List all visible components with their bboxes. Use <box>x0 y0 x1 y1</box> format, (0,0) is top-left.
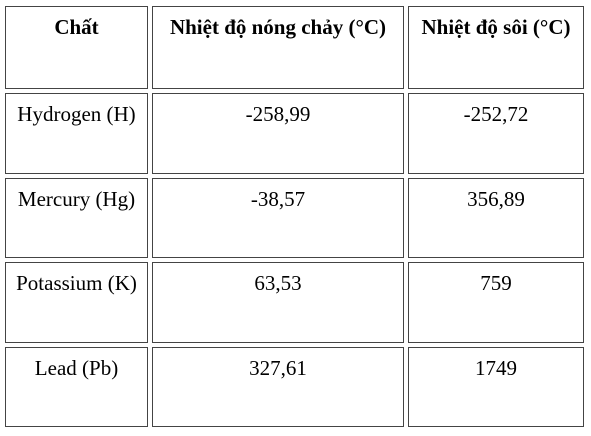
table-cell: 1749 <box>408 347 584 427</box>
table-cell: Mercury (Hg) <box>5 178 148 258</box>
header-cell: Chất <box>5 6 148 89</box>
table-cell: -252,72 <box>408 93 584 174</box>
header-cell: Nhiệt độ nóng chảy (°C) <box>152 6 404 89</box>
table-cell: Lead (Pb) <box>5 347 148 427</box>
table-cell: 759 <box>408 262 584 343</box>
table-cell: -258,99 <box>152 93 404 174</box>
table-cell: 327,61 <box>152 347 404 427</box>
table-cell: Potassium (K) <box>5 262 148 343</box>
table-cell: 63,53 <box>152 262 404 343</box>
table-cell: 356,89 <box>408 178 584 258</box>
header-cell: Nhiệt độ sôi (°C) <box>408 6 584 89</box>
table-cell: -38,57 <box>152 178 404 258</box>
table-cell: Hydrogen (H) <box>5 93 148 174</box>
